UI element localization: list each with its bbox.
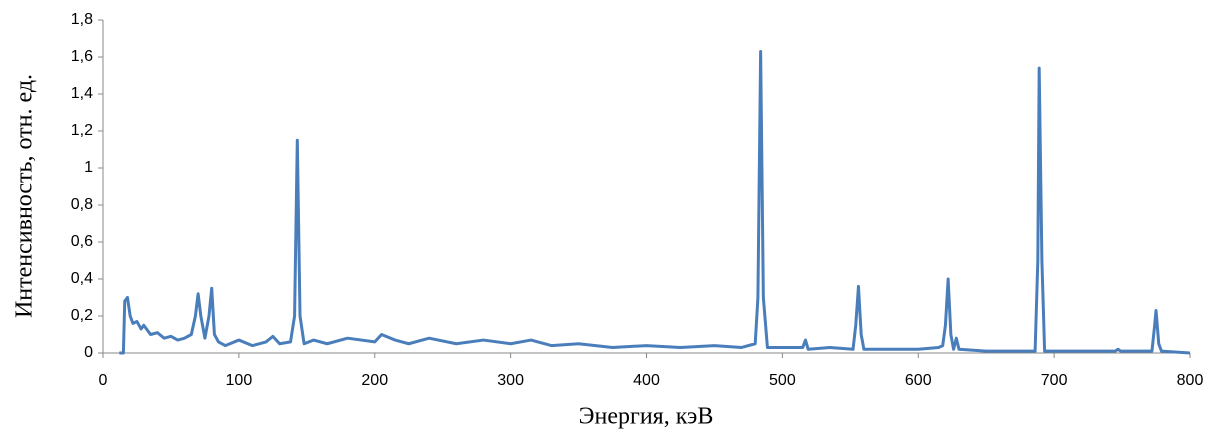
- y-tick-label: 1,8: [71, 11, 93, 28]
- y-tick-label: 0,8: [71, 196, 93, 213]
- y-tick-label: 1,6: [71, 48, 93, 65]
- y-tick-label: 0,6: [71, 233, 93, 250]
- x-tick-label: 500: [769, 372, 796, 389]
- y-tick-label: 0,4: [71, 270, 93, 287]
- x-tick-label: 600: [905, 372, 932, 389]
- x-tick-label: 200: [361, 372, 388, 389]
- y-tick-label: 0: [84, 344, 93, 361]
- y-axis-title: Интенсивность, отн. ед.: [12, 74, 38, 318]
- y-tick-label: 0,2: [71, 307, 93, 324]
- x-tick-label: 0: [99, 372, 108, 389]
- x-tick-label: 400: [633, 372, 660, 389]
- x-axis-title: Энергия, кэВ: [579, 404, 714, 430]
- x-tick-label: 700: [1041, 372, 1068, 389]
- y-tick-label: 1: [84, 159, 93, 176]
- y-tick-label: 1,4: [71, 85, 93, 102]
- x-tick-label: 100: [226, 372, 253, 389]
- y-tick-label: 1,2: [71, 122, 93, 139]
- spectrum-line: [119, 49, 1191, 355]
- x-tick-label: 800: [1177, 372, 1204, 389]
- x-tick-label: 300: [497, 372, 524, 389]
